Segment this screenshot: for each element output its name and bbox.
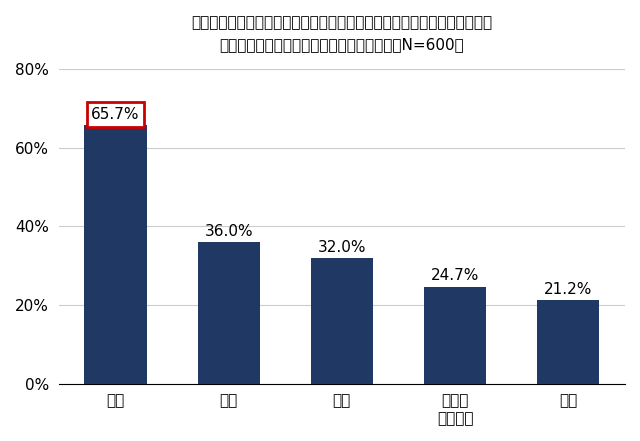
Text: 24.7%: 24.7% [431, 269, 479, 284]
Bar [537, 300, 599, 384]
Bar [424, 287, 486, 384]
Title: 今後、もしあなたがストーカー行為の被害に遭った（遭いそうになった）
としたら、誰に相談しますか　（複数回答、N=600）: 今後、もしあなたがストーカー行為の被害に遭った（遭いそうになった） としたら、誰… [191, 15, 492, 52]
Text: 32.0%: 32.0% [317, 240, 366, 255]
Bar [311, 258, 373, 384]
Text: 36.0%: 36.0% [204, 224, 253, 239]
Text: 21.2%: 21.2% [544, 282, 593, 297]
Bar [84, 125, 147, 384]
Text: 65.7%: 65.7% [92, 107, 140, 122]
Bar [198, 242, 260, 384]
